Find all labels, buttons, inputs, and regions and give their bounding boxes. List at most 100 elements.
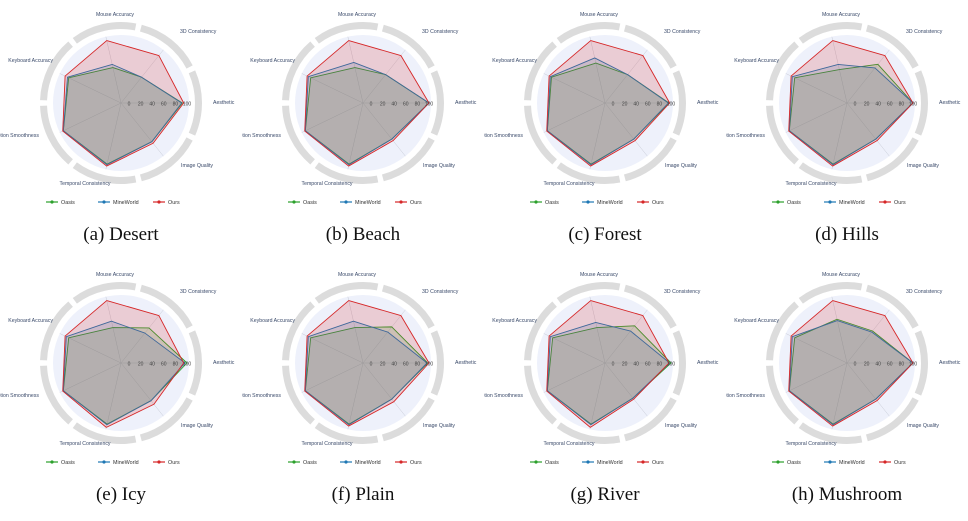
- axis-label: Keyboard Accuracy: [8, 58, 53, 64]
- legend-marker: [102, 200, 106, 204]
- radar-chart: 0 20 40 60 80 100 Aesthetic 3D Consistency Mouse…: [484, 12, 719, 206]
- radar-chart: 0 20 40 60 80 100 Aesthetic 3D Consistency Mouse…: [726, 272, 961, 466]
- subfigure-caption: (c) Forest: [568, 224, 642, 245]
- legend-marker: [292, 460, 296, 464]
- axis-spoke: [362, 309, 406, 364]
- outer-ring-segment: [188, 330, 202, 396]
- outer-ring-segment: [282, 365, 315, 425]
- axis-spoke: [604, 362, 648, 417]
- axis-label: Temporal Consistency: [785, 181, 836, 187]
- outer-ring-segment: [766, 41, 799, 101]
- legend-marker: [534, 460, 538, 464]
- axis-spoke: [785, 362, 848, 393]
- outer-ring-segment: [430, 70, 444, 136]
- outer-ring-segment: [139, 284, 193, 329]
- axis-label: Temporal Consistency: [785, 441, 836, 447]
- radial-tick-label: 80: [173, 102, 179, 108]
- outer-ring-segment: [556, 162, 621, 184]
- outer-ring-segment: [672, 70, 686, 136]
- radial-tick-label: 40: [391, 362, 397, 368]
- legend-marker: [776, 460, 780, 464]
- axis-label: Temporal Consistency: [543, 181, 594, 187]
- outer-ring-segment: [72, 422, 137, 444]
- axis-spoke: [347, 102, 364, 170]
- radial-tick-label: 60: [403, 362, 409, 368]
- axis-label: Aesthetic: [939, 360, 961, 366]
- radial-tick-label: 60: [161, 102, 167, 108]
- outer-ring-segment: [524, 301, 557, 361]
- outer-ring-segment: [72, 22, 137, 44]
- axis-spoke: [785, 333, 848, 364]
- axis-label: Aesthetic: [697, 100, 719, 106]
- axis-label: Mouse Accuracy: [822, 12, 860, 18]
- legend-marker: [50, 460, 54, 464]
- outer-ring-segment: [556, 22, 621, 44]
- axis-label: Keyboard Accuracy: [8, 318, 53, 324]
- axis-label: 3D Consistency: [180, 29, 217, 35]
- legend-marker: [586, 460, 590, 464]
- radial-tick-label: 80: [899, 362, 905, 368]
- axis-spoke: [301, 362, 364, 393]
- legend-marker: [399, 460, 403, 464]
- axis-label: Motion Smoothness: [0, 393, 39, 399]
- subfigure-caption: (g) River: [570, 484, 640, 505]
- series-mineworld-polygon: [788, 320, 914, 426]
- axis-spoke: [831, 102, 848, 170]
- axis-spoke: [604, 309, 648, 364]
- outer-ring-segment: [865, 397, 919, 442]
- legend-label: Ours: [894, 200, 906, 206]
- legend-label: Oasis: [61, 460, 75, 466]
- legend-label: Ours: [652, 460, 664, 466]
- axis-label: Mouse Accuracy: [338, 272, 376, 278]
- legend-marker: [157, 200, 161, 204]
- radar-chart: 0 20 40 60 80 100 Aesthetic 3D Consistency Mouse…: [0, 272, 235, 466]
- outer-ring-segment: [766, 105, 799, 165]
- outer-ring-segment: [623, 137, 677, 182]
- radial-tick-label: 20: [380, 102, 386, 108]
- axis-label: Keyboard Accuracy: [734, 318, 779, 324]
- radial-tick-label: 60: [161, 362, 167, 368]
- axis-label: Aesthetic: [697, 360, 719, 366]
- subfigure-caption: (d) Hills: [815, 224, 879, 245]
- axis-label: Image Quality: [907, 163, 939, 169]
- legend-marker: [292, 200, 296, 204]
- axis-spoke: [347, 36, 364, 104]
- axis-label: 3D Consistency: [906, 289, 943, 295]
- series-ours-polygon: [62, 40, 185, 167]
- radar-panel: 0 20 40 60 80 100 Aesthetic 3D Consistency Mouse…: [484, 260, 726, 520]
- axis-spoke: [105, 36, 122, 104]
- axis-label: Aesthetic: [213, 360, 235, 366]
- axis-spoke: [59, 333, 122, 364]
- radial-tick-label: 60: [403, 102, 409, 108]
- outer-ring-segment: [314, 422, 379, 444]
- outer-ring-segment: [766, 365, 799, 425]
- subfigure-caption: (b) Beach: [325, 224, 401, 245]
- axis-label: Mouse Accuracy: [580, 12, 618, 18]
- series-mineworld-polygon: [62, 320, 186, 426]
- outer-ring-segment: [139, 397, 193, 442]
- axis-label: Keyboard Accuracy: [250, 58, 295, 64]
- series-mineworld-polygon: [788, 63, 914, 166]
- axis-spoke: [589, 102, 606, 170]
- axis-spoke: [120, 309, 164, 364]
- axis-label: Image Quality: [907, 423, 939, 429]
- radar-chart: 0 20 40 60 80 100 Aesthetic 3D Consistency Mouse…: [242, 272, 477, 466]
- legend-marker: [641, 460, 645, 464]
- outer-ring-segment: [798, 422, 863, 444]
- radial-tick-label: 20: [864, 102, 870, 108]
- legend-label: Ours: [410, 460, 422, 466]
- outer-ring-segment: [556, 422, 621, 444]
- series-mineworld-polygon: [546, 57, 669, 166]
- radial-tick-label: 80: [657, 362, 663, 368]
- radar-chart: 0 20 40 60 80 100 Aesthetic 3D Consistency Mouse…: [0, 12, 235, 206]
- outer-ring-segment: [623, 284, 677, 329]
- radial-tick-label: 0: [370, 102, 373, 108]
- legend-label: MineWorld: [113, 200, 139, 206]
- axis-spoke: [846, 309, 890, 364]
- radar-panel: 0 20 40 60 80 100 Aesthetic 3D Consistency Mouse…: [242, 260, 484, 520]
- radar-panel: 0 20 40 60 80 100 Aesthetic 3D Consistency Mouse…: [242, 0, 484, 260]
- outer-ring-segment: [40, 105, 73, 165]
- axis-label: Motion Smoothness: [484, 393, 523, 399]
- radial-tick-label: 40: [149, 102, 155, 108]
